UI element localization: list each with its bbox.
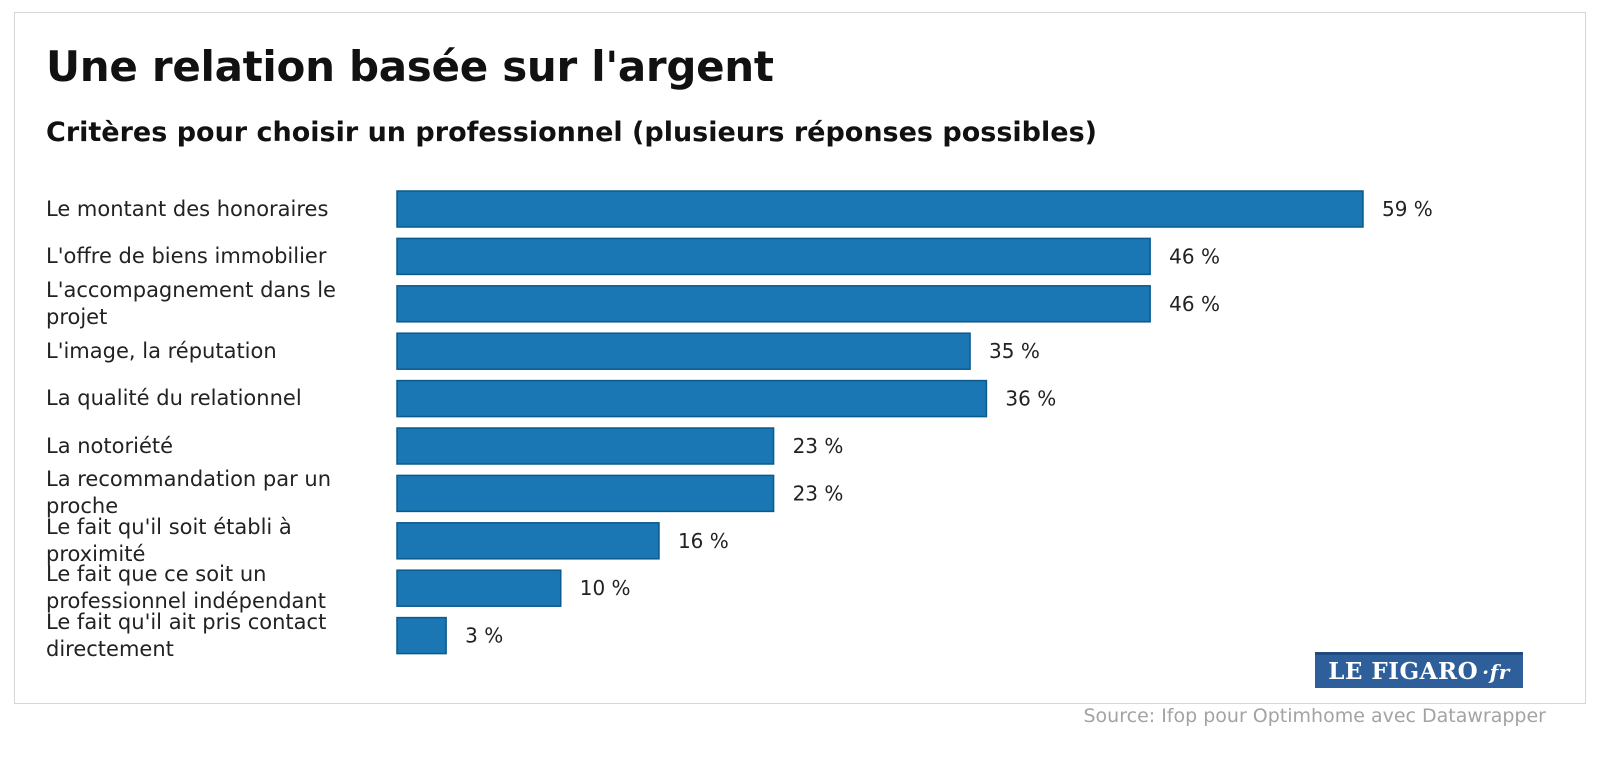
logo-suffix-text: ·fr <box>1482 659 1510 684</box>
value-label-2: 46 % <box>1169 244 1220 268</box>
value-label-9: 10 % <box>580 576 631 600</box>
logo-main-text: LE FIGARO <box>1328 658 1479 685</box>
value-label-5: 36 % <box>1005 387 1056 411</box>
value-label-10: 3 % <box>465 624 503 648</box>
category-label-6: La notoriété <box>46 433 174 458</box>
le-figaro-logo: LE FIGARO ·fr <box>1315 652 1523 688</box>
bar-3 <box>396 285 1151 323</box>
value-label-6: 23 % <box>793 434 844 458</box>
category-label-7: La recommandation par un proche <box>46 467 332 519</box>
value-label-7: 23 % <box>793 481 844 505</box>
category-label-3: L'accompagnement dans le projet <box>46 277 336 329</box>
bar-10 <box>396 616 447 655</box>
category-label-5: La qualité du relationnel <box>46 386 302 411</box>
bar-8 <box>396 522 660 560</box>
bar-2 <box>396 237 1151 276</box>
source-note: Source: Ifop pour Optimhome avec Datawra… <box>1083 705 1547 727</box>
value-label-1: 59 % <box>1382 197 1433 221</box>
chart-subtitle: Critères pour choisir un professionnel (… <box>46 117 1097 148</box>
bar-5 <box>396 379 988 418</box>
value-label-4: 35 % <box>989 339 1040 363</box>
bar-7 <box>396 474 775 513</box>
category-label-8: Le fait qu'il soit établi à proximité <box>46 514 292 566</box>
category-label-9: Le fait que ce soit un professionnel ind… <box>46 562 326 614</box>
bar-4 <box>396 332 971 370</box>
bar-1 <box>396 190 1364 228</box>
bar-9 <box>396 569 562 607</box>
category-label-10: Le fait qu'il ait pris contact directeme… <box>46 609 327 661</box>
category-label-1: Le montant des honoraires <box>46 196 329 221</box>
value-label-8: 16 % <box>678 529 729 553</box>
category-label-2: L'offre de biens immobilier <box>46 243 327 268</box>
bar-6 <box>396 427 775 465</box>
chart-title: Une relation basée sur l'argent <box>46 42 774 91</box>
value-label-3: 46 % <box>1169 292 1220 316</box>
category-label-4: L'image, la réputation <box>46 338 277 363</box>
